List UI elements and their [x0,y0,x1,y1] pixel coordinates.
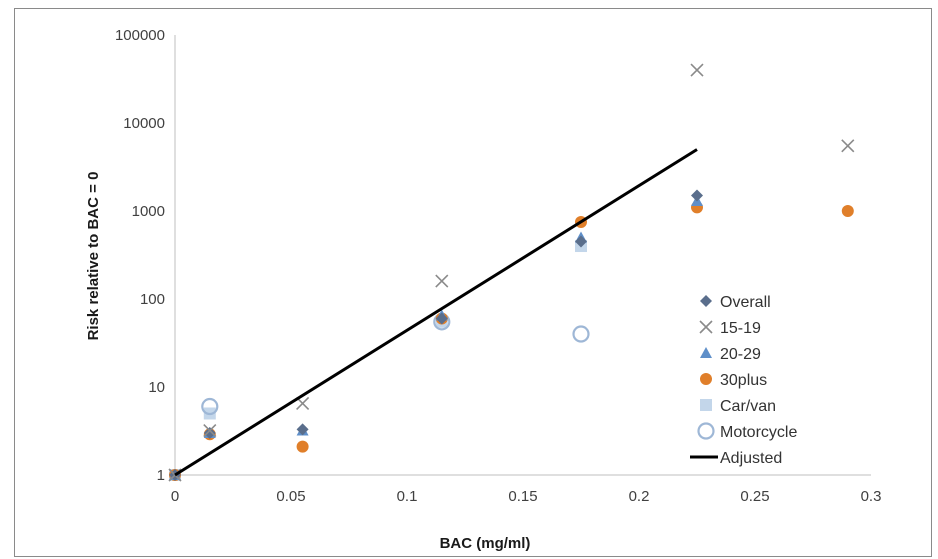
legend-item-adjusted: Adjusted [690,450,782,467]
legend-label: Overall [720,294,771,311]
y-tick-label: 100000 [115,27,165,44]
point-overall [691,189,703,202]
point-30plus [841,205,854,217]
series-adjusted [174,148,698,477]
y-tick-label: 100 [140,291,165,308]
legend-item-car-van: Car/van [700,398,776,415]
legend-item-overall: Overall [700,294,771,311]
point-15-19 [203,423,217,438]
axes [174,35,871,476]
legend-label: Motorcycle [720,424,797,441]
series-motorcycle [201,313,590,416]
legend-label: 20-29 [720,346,761,363]
point-overall [203,427,216,440]
line-adjusted [174,148,698,477]
legend-swatch [700,373,712,385]
legend-label: 30plus [720,372,767,389]
x-tick-label: 0.25 [740,488,769,505]
legend-swatch [699,320,713,334]
x-tick-label: 0.3 [861,488,882,505]
x-axis-title: BAC (mg/ml) [440,535,531,552]
legend-swatch [700,295,712,307]
y-tick-label: 10000 [123,115,165,132]
legend-item-motorcycle: Motorcycle [697,422,797,441]
x-tick-label: 0.2 [629,488,650,505]
y-tick-label: 1000 [132,203,165,220]
y-tick-label: 1 [157,467,165,484]
series-20-29 [169,194,703,480]
y-tick-labels: 1 10 100 1000 10000 100000 [115,27,165,484]
legend: Overall 15-19 20-29 30plus Car/van Motorcycle… [690,294,797,467]
y-tick-label: 10 [148,379,165,396]
point-15-19 [841,139,855,153]
legend-label: Adjusted [720,450,782,467]
data-series [168,63,855,482]
series-15-19 [168,63,855,482]
x-tick-labels: 0 0.05 0.1 0.15 0.2 0.25 0.3 [171,488,882,505]
legend-label: Car/van [720,398,776,415]
y-axis-title: Risk relative to BAC = 0 [85,172,102,341]
legend-swatch [697,422,715,440]
series-overall [169,189,703,481]
legend-label: 15-19 [720,320,761,337]
point-overall [435,312,448,325]
x-tick-label: 0.1 [397,488,418,505]
point-overall [296,423,309,436]
x-tick-label: 0 [171,488,179,505]
chart-frame [14,8,932,557]
legend-item-20-29: 20-29 [700,346,761,363]
point-15-19 [690,63,704,77]
legend-item-30plus: 30plus [700,372,767,389]
point-motorcycle [572,325,590,343]
legend-swatch [700,347,712,358]
legend-item-15-19: 15-19 [699,320,761,337]
x-tick-label: 0.15 [508,488,537,505]
point-30plus [296,440,309,453]
point-overall [575,235,587,248]
series-car-van [169,240,587,481]
x-tick-label: 0.05 [276,488,305,505]
point-15-19 [435,274,449,288]
point-motorcycle [201,397,219,416]
legend-swatch [700,399,712,411]
